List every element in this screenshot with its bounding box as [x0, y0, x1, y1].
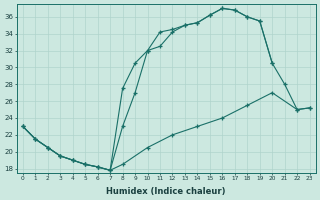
X-axis label: Humidex (Indice chaleur): Humidex (Indice chaleur)	[107, 187, 226, 196]
